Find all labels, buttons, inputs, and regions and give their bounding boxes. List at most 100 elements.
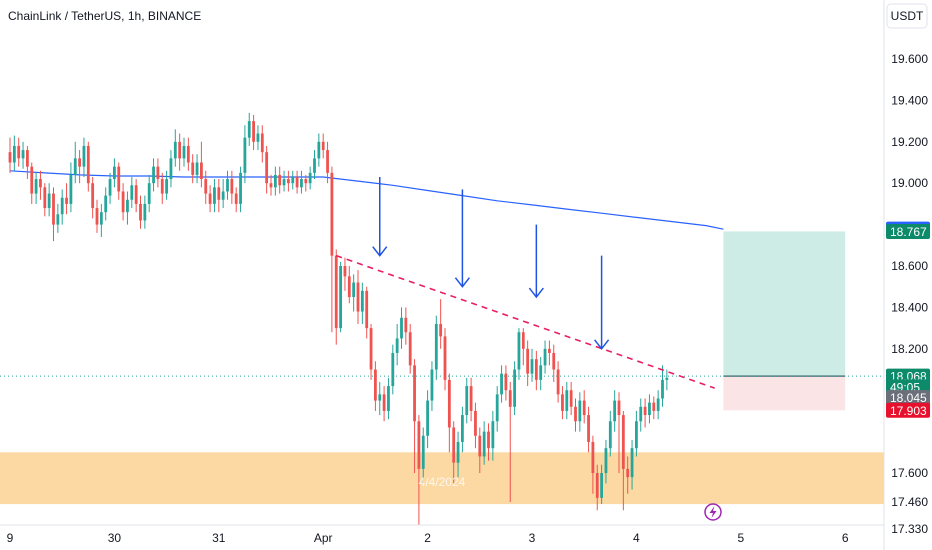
down-arrow [372,176,388,257]
candle-body [313,158,316,173]
candle-body [500,373,503,395]
moving-average-layer [9,170,724,230]
candle [526,340,530,387]
candle [108,172,112,204]
candle-body [600,473,603,498]
candle [648,394,651,424]
candle [169,150,173,188]
candle [421,427,425,484]
candle [282,170,286,192]
candle [413,359,416,474]
candle [65,183,68,215]
candle [595,464,599,511]
candle [447,373,451,453]
candle-body [635,421,638,449]
candle-body [291,176,295,184]
candle [17,137,21,167]
candle-body [260,133,264,153]
candle [356,270,360,324]
candle-body [169,158,173,180]
candle [186,137,190,171]
take-profit-zone [723,231,846,377]
descending-trend-line [335,254,715,389]
candle [474,402,477,449]
candle [661,365,664,407]
candle [426,390,429,449]
candle-body [12,145,16,163]
candle [208,185,212,213]
candle [417,415,421,525]
candle [308,166,312,190]
candle [234,187,238,213]
candle [582,390,586,424]
candle [508,381,512,502]
candle-body [408,332,412,366]
candle [513,361,516,416]
candle-body [487,431,490,449]
candle-body [56,214,60,225]
candle-body [182,145,186,159]
candle [548,340,551,366]
price-tag: 17.903 [886,402,930,418]
price-tick-label: 18.600 [891,259,928,273]
candle [273,166,277,196]
candles-layer [8,112,669,525]
price-tag-label: 18.767 [890,225,927,239]
time-tick-label: 9 [7,531,14,545]
candle [608,410,612,457]
candle-body [556,369,560,395]
candle-body [574,406,577,422]
candle-body [321,141,325,151]
candle-body [113,166,116,180]
candle [382,386,386,422]
currency-button[interactable]: USDT [886,3,928,29]
candle [165,170,168,200]
candle [26,145,29,180]
lightning-icon[interactable] [704,503,722,521]
candle [130,176,134,209]
candle [39,170,42,200]
candle [134,179,138,213]
candle [247,112,251,146]
candle-body [665,377,669,380]
candle-body [391,352,395,387]
candle-body [8,152,12,163]
candle-body [65,197,68,204]
candle [147,174,151,213]
candle-body [34,179,38,194]
candle [439,299,443,349]
candle [408,323,412,374]
candle [604,439,608,484]
candle-body [608,421,612,449]
candle-body [413,365,416,422]
candle-body [478,435,482,457]
candle [317,133,321,167]
candle-body [591,441,595,474]
candle-body [352,282,356,298]
candle-body [339,266,342,329]
candle-body [186,145,190,163]
candle-body [656,398,660,411]
candle [300,170,303,194]
down-arrow [528,224,544,299]
candle [374,361,377,411]
candle [43,183,47,217]
candle-body [387,386,390,411]
time-tick-label: 2 [424,531,431,545]
candle-body [534,359,538,380]
candle [369,323,373,380]
candle [321,133,325,159]
time-tick-label: 31 [212,531,226,545]
price-tag-bg [886,390,930,406]
candle [521,328,525,366]
currency-button-label[interactable]: USDT [891,9,924,23]
candle-body [95,208,99,225]
price-tag: 18.045 [886,390,930,406]
candle-body [247,121,251,138]
candle [226,170,229,200]
candle [400,307,403,349]
time-tick-label: 30 [108,531,122,545]
